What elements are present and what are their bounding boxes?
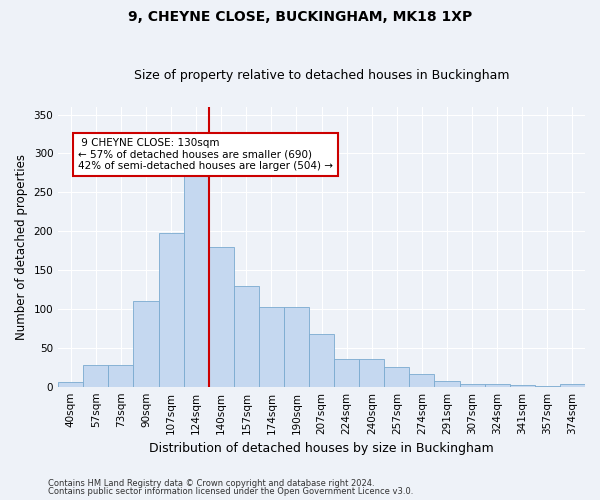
- Bar: [259, 308, 284, 386]
- X-axis label: Distribution of detached houses by size in Buckingham: Distribution of detached houses by size …: [149, 442, 494, 455]
- Bar: [359, 360, 385, 386]
- Y-axis label: Number of detached properties: Number of detached properties: [15, 154, 28, 340]
- Bar: [284, 308, 309, 386]
- Bar: [460, 384, 485, 386]
- Bar: [133, 301, 158, 386]
- Bar: [234, 286, 259, 386]
- Bar: [560, 384, 585, 386]
- Bar: [58, 382, 83, 386]
- Bar: [485, 384, 510, 386]
- Bar: [209, 246, 234, 386]
- Text: Contains public sector information licensed under the Open Government Licence v3: Contains public sector information licen…: [48, 487, 413, 496]
- Bar: [83, 365, 109, 386]
- Bar: [309, 334, 334, 386]
- Bar: [385, 367, 409, 386]
- Bar: [109, 365, 133, 386]
- Text: 9 CHEYNE CLOSE: 130sqm
← 57% of detached houses are smaller (690)
42% of semi-de: 9 CHEYNE CLOSE: 130sqm ← 57% of detached…: [78, 138, 333, 171]
- Bar: [334, 358, 359, 386]
- Bar: [158, 232, 184, 386]
- Bar: [434, 381, 460, 386]
- Title: Size of property relative to detached houses in Buckingham: Size of property relative to detached ho…: [134, 69, 509, 82]
- Text: Contains HM Land Registry data © Crown copyright and database right 2024.: Contains HM Land Registry data © Crown c…: [48, 478, 374, 488]
- Text: 9, CHEYNE CLOSE, BUCKINGHAM, MK18 1XP: 9, CHEYNE CLOSE, BUCKINGHAM, MK18 1XP: [128, 10, 472, 24]
- Bar: [409, 374, 434, 386]
- Bar: [184, 161, 209, 386]
- Bar: [510, 385, 535, 386]
